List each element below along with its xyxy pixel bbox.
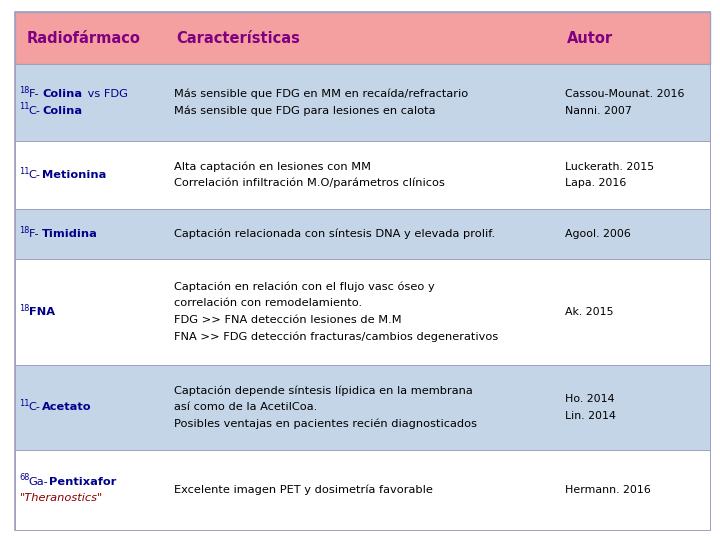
Text: 18: 18 — [19, 226, 30, 235]
Text: Colina: Colina — [42, 106, 82, 116]
Bar — [15, 259, 710, 365]
Bar — [15, 12, 710, 64]
Bar — [15, 450, 710, 530]
Text: Radiofármaco: Radiofármaco — [27, 30, 141, 45]
Bar — [15, 365, 710, 450]
Text: 11: 11 — [19, 103, 30, 111]
Text: 68: 68 — [19, 474, 30, 483]
Bar — [15, 12, 710, 64]
Text: FDG >> FNA detección lesiones de M.M: FDG >> FNA detección lesiones de M.M — [174, 315, 402, 325]
Text: "Theranostics": "Theranostics" — [20, 493, 103, 503]
Text: Captación depende síntesis lípidica en la membrana: Captación depende síntesis lípidica en l… — [174, 386, 473, 396]
Text: F-: F- — [29, 89, 40, 99]
Text: Luckerath. 2015: Luckerath. 2015 — [565, 161, 654, 172]
Text: Agool. 2006: Agool. 2006 — [565, 229, 631, 239]
Text: Características: Características — [176, 30, 300, 45]
Text: Ga-: Ga- — [29, 477, 48, 487]
Text: Lapa. 2016: Lapa. 2016 — [565, 178, 626, 188]
Text: Más sensible que FDG para lesiones en calota: Más sensible que FDG para lesiones en ca… — [174, 105, 436, 116]
Text: F-: F- — [29, 229, 40, 239]
Text: Ho. 2014: Ho. 2014 — [565, 394, 615, 404]
Text: FNA: FNA — [29, 307, 55, 317]
Bar — [15, 64, 710, 141]
Text: vs FDG: vs FDG — [84, 89, 128, 99]
Text: correlación con remodelamiento.: correlación con remodelamiento. — [174, 299, 363, 308]
Text: Autor: Autor — [567, 30, 613, 45]
Text: Colina: Colina — [42, 89, 82, 99]
Text: Hermann. 2016: Hermann. 2016 — [565, 485, 651, 495]
Text: Cassou-Mounat. 2016: Cassou-Mounat. 2016 — [565, 89, 685, 99]
Text: Correlación infiltración M.O/parámetros clínicos: Correlación infiltración M.O/parámetros … — [174, 178, 445, 188]
Text: C-: C- — [29, 402, 41, 413]
Text: Alta captación en lesiones con MM: Alta captación en lesiones con MM — [174, 161, 372, 172]
Text: Posibles ventajas en pacientes recién diagnosticados: Posibles ventajas en pacientes recién di… — [174, 418, 477, 429]
Text: FNA >> FDG detección fracturas/cambios degenerativos: FNA >> FDG detección fracturas/cambios d… — [174, 331, 499, 342]
Text: Lin. 2014: Lin. 2014 — [565, 410, 616, 421]
Text: 11: 11 — [19, 167, 30, 176]
Text: así como de la AcetilCoa.: así como de la AcetilCoa. — [174, 402, 318, 413]
Text: Más sensible que FDG en MM en recaída/refractario: Más sensible que FDG en MM en recaída/re… — [174, 89, 469, 99]
Text: C-: C- — [29, 170, 41, 180]
Text: 11: 11 — [19, 399, 30, 408]
Text: Captación relacionada con síntesis DNA y elevada prolif.: Captación relacionada con síntesis DNA y… — [174, 228, 495, 239]
Text: Captación en relación con el flujo vasc óseo y: Captación en relación con el flujo vasc … — [174, 282, 435, 292]
Text: Acetato: Acetato — [42, 402, 91, 413]
Text: 18: 18 — [19, 86, 30, 95]
Text: Ak. 2015: Ak. 2015 — [565, 307, 613, 317]
Text: Pentixafor: Pentixafor — [49, 477, 116, 487]
Text: Metionina: Metionina — [42, 170, 107, 180]
Text: 18: 18 — [19, 303, 30, 313]
Text: Nanni. 2007: Nanni. 2007 — [565, 106, 632, 116]
Text: C-: C- — [29, 106, 41, 116]
Text: Excelente imagen PET y dosimetría favorable: Excelente imagen PET y dosimetría favora… — [174, 484, 433, 495]
Bar — [15, 141, 710, 209]
Bar — [15, 209, 710, 259]
Text: Timidina: Timidina — [42, 229, 98, 239]
